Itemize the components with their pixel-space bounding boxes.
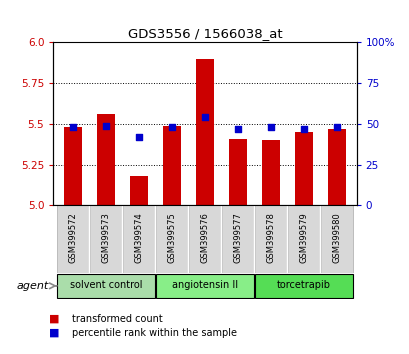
Bar	[162, 126, 181, 205]
Text: GSM399572: GSM399572	[68, 212, 77, 263]
Text: GSM399579: GSM399579	[299, 212, 308, 263]
Point	[201, 115, 208, 120]
Point	[333, 124, 339, 130]
Text: ■: ■	[49, 314, 60, 324]
Text: GSM399574: GSM399574	[134, 212, 143, 263]
Point	[103, 123, 109, 129]
Bar	[57, 205, 89, 273]
Bar	[327, 129, 345, 205]
Bar	[189, 205, 220, 273]
Bar	[228, 138, 247, 205]
Point	[169, 124, 175, 130]
Bar	[196, 59, 213, 205]
Bar	[155, 205, 188, 273]
Point	[234, 126, 240, 132]
Bar	[97, 114, 115, 205]
Text: GSM399577: GSM399577	[233, 212, 242, 263]
Bar	[64, 127, 82, 205]
Bar	[254, 274, 352, 298]
Point	[135, 134, 142, 140]
Bar	[155, 274, 254, 298]
Bar	[130, 176, 148, 205]
Bar	[90, 205, 122, 273]
Text: GSM399576: GSM399576	[200, 212, 209, 263]
Point	[300, 126, 306, 132]
Text: percentile rank within the sample: percentile rank within the sample	[72, 328, 236, 338]
Text: solvent control: solvent control	[70, 280, 142, 290]
Text: torcetrapib: torcetrapib	[276, 280, 330, 290]
Text: GSM399575: GSM399575	[167, 212, 176, 263]
Bar	[221, 205, 254, 273]
Point	[70, 124, 76, 130]
Bar	[287, 205, 319, 273]
Text: agent: agent	[17, 281, 49, 291]
Point	[267, 124, 274, 130]
Text: GSM399580: GSM399580	[332, 212, 341, 263]
Title: GDS3556 / 1566038_at: GDS3556 / 1566038_at	[127, 27, 282, 40]
Text: GSM399578: GSM399578	[266, 212, 275, 263]
Bar	[261, 140, 279, 205]
Bar	[320, 205, 352, 273]
Bar	[123, 205, 155, 273]
Text: GSM399573: GSM399573	[101, 212, 110, 263]
Text: transformed count: transformed count	[72, 314, 162, 324]
Bar	[294, 132, 312, 205]
Bar	[57, 274, 155, 298]
Bar	[254, 205, 286, 273]
Text: ■: ■	[49, 328, 60, 338]
Text: angiotensin II: angiotensin II	[171, 280, 238, 290]
